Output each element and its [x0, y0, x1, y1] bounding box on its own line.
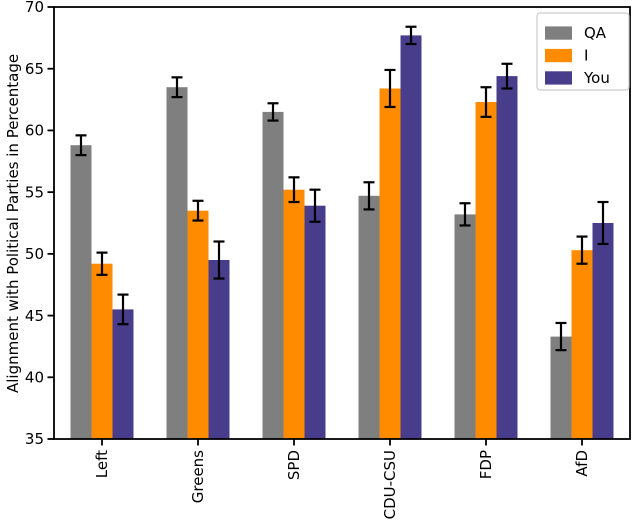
x-tick-label-fdp: FDP — [477, 450, 495, 479]
legend-swatch-i — [545, 48, 572, 63]
bar-you-greens — [208, 260, 230, 439]
x-tick-label-cdu-csu: CDU-CSU — [381, 450, 399, 519]
y-tick-label: 35 — [25, 430, 44, 448]
y-tick-label: 40 — [25, 368, 44, 386]
bar-you-afd — [592, 223, 614, 439]
bar-i-spd — [283, 189, 305, 439]
bar-qa-afd — [550, 336, 572, 439]
y-tick-label: 60 — [25, 122, 44, 140]
plot-border — [53, 6, 631, 440]
bar-qa-spd — [262, 111, 284, 440]
bar-i-cdu-csu — [379, 88, 401, 439]
bar-qa-greens — [166, 87, 188, 439]
legend-label-you: You — [583, 69, 610, 87]
x-tick-label-afd: AfD — [573, 450, 591, 477]
bar-i-greens — [187, 210, 209, 439]
bar-i-left — [91, 263, 113, 439]
bar-you-left — [112, 309, 134, 439]
bar-qa-left — [70, 145, 92, 439]
legend-label-qa: QA — [584, 24, 607, 42]
bar-you-cdu-csu — [400, 35, 422, 440]
x-tick-label-greens: Greens — [189, 450, 207, 503]
bar-qa-fdp — [454, 214, 476, 439]
y-tick-label: 50 — [25, 245, 44, 263]
legend-swatch-you — [545, 71, 572, 85]
y-tick-label: 55 — [25, 183, 44, 201]
bar-i-fdp — [475, 102, 497, 439]
bar-you-spd — [304, 205, 326, 439]
legend-swatch-qa — [545, 26, 572, 40]
x-tick-label-spd: SPD — [285, 450, 303, 480]
y-tick-label: 45 — [25, 307, 44, 325]
y-tick-label: 70 — [25, 0, 44, 16]
y-tick-label: 65 — [25, 60, 44, 78]
bar-i-afd — [571, 250, 593, 439]
bar-you-fdp — [496, 76, 518, 439]
legend-label-i: I — [584, 47, 588, 65]
x-tick-label-left: Left — [93, 450, 111, 478]
bar-qa-cdu-csu — [358, 195, 380, 439]
